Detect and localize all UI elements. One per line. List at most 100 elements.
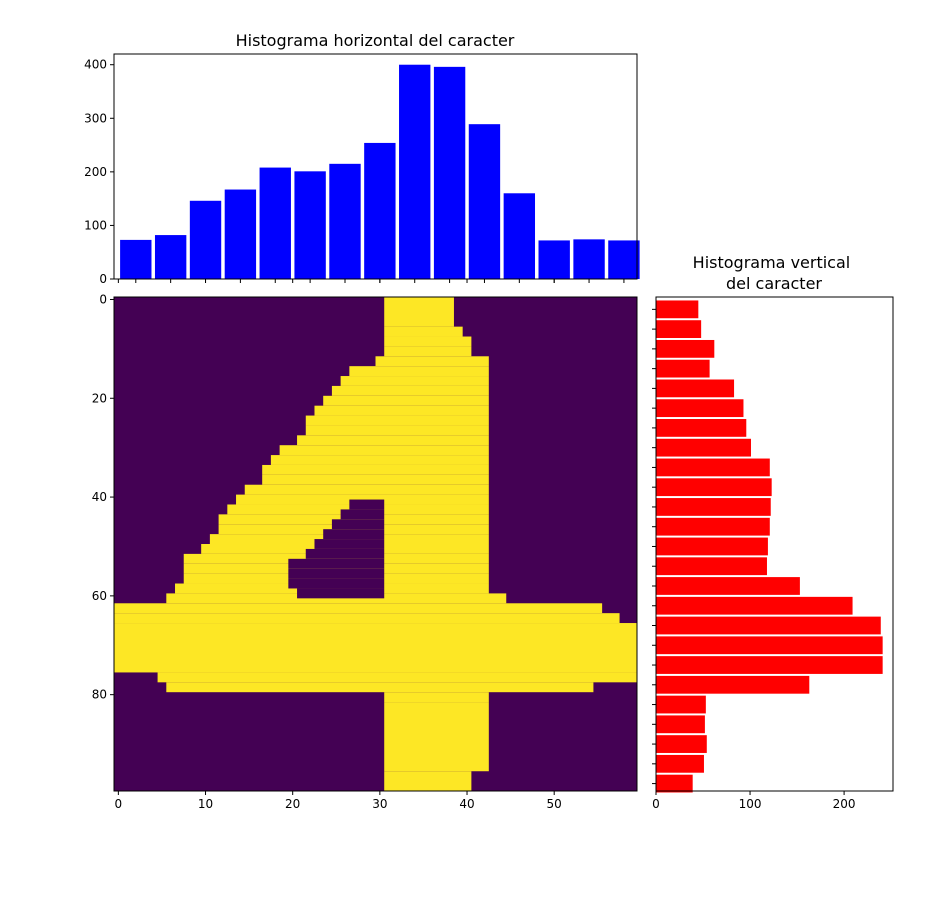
vertical-histogram-bar [656, 675, 810, 694]
character-counter [314, 539, 385, 549]
character-image [114, 297, 638, 791]
vertical-histogram-bar [656, 359, 710, 378]
character-stroke [384, 297, 454, 327]
character-counter [349, 499, 385, 510]
horizontal-histogram-axes: 0 100 200 300 400 [84, 53, 638, 286]
character-image-frame [113, 296, 638, 792]
character-counter [331, 519, 385, 530]
character-stroke [384, 771, 472, 791]
horizontal-histogram-bar [433, 66, 466, 279]
vertical-histogram-bar [656, 656, 883, 674]
character-stroke [157, 672, 638, 683]
character-image-axes: 0 10 20 30 40 50 0 20 40 60 80 [92, 292, 638, 811]
vertical-histogram-bar [656, 715, 705, 734]
vertical-histogram-bar [656, 478, 772, 497]
horizontal-histogram-bar [503, 193, 536, 279]
vertical-histogram-bar [656, 735, 707, 753]
character-stroke [305, 415, 489, 426]
character-image-xtick-label: 30 [372, 797, 387, 811]
vertical-histogram-bar [656, 596, 853, 615]
character-image-ytick-label: 20 [92, 391, 107, 405]
horizontal-histogram-bar [294, 171, 326, 279]
character-image-ytick-label: 60 [92, 589, 107, 603]
vertical-histogram: Histograma vertical del caracter 0 100 200 [652, 253, 894, 811]
character-image-xtick-label: 40 [459, 797, 474, 811]
horizontal-histogram-frame [113, 53, 638, 280]
character-stroke [384, 326, 463, 337]
vertical-histogram-bar [656, 636, 883, 655]
character-image-ytick-label: 80 [92, 688, 107, 702]
character-counter [288, 578, 385, 589]
vertical-histogram-title: Histograma vertical del caracter [693, 253, 856, 293]
vertical-histogram-bar [656, 458, 770, 477]
character-stroke [349, 366, 489, 377]
character-stroke [331, 385, 489, 396]
vertical-histogram-bars [656, 300, 883, 793]
horizontal-histogram: Histograma horizontal del caracter 0 100 2… [84, 31, 640, 286]
horizontal-histogram-bar [154, 235, 187, 279]
vertical-histogram-bar [656, 320, 702, 339]
character-image-xtick-label: 0 [115, 797, 123, 811]
horizontal-histogram-bar [189, 200, 222, 279]
horizontal-histogram-bar [399, 64, 431, 279]
character-stroke [297, 435, 489, 446]
vertical-histogram-bar [656, 557, 767, 576]
vertical-histogram-bar [656, 537, 768, 556]
horizontal-histogram-bar [120, 239, 152, 279]
character-stroke [384, 336, 472, 347]
character-stroke [305, 425, 489, 436]
character-counter [305, 548, 385, 559]
vertical-histogram-bar [656, 577, 800, 595]
character-stroke [114, 603, 603, 614]
character-counter [340, 509, 385, 520]
vertical-histogram-bar [656, 379, 735, 398]
character-stroke [244, 484, 489, 495]
vertical-histogram-frame [655, 296, 894, 792]
character-stroke [384, 346, 472, 357]
horizontal-histogram-bar [259, 167, 291, 279]
vertical-histogram-bar [656, 300, 699, 319]
character-stroke [314, 405, 489, 416]
character-counter [288, 568, 385, 579]
vertical-histogram-bar [656, 419, 747, 437]
character-counter [288, 558, 385, 569]
character-image-panel: 0 10 20 30 40 50 0 20 40 60 80 [92, 292, 638, 811]
horizontal-histogram-bar [573, 239, 605, 279]
horizontal-histogram-ytick-label: 100 [84, 218, 107, 232]
character-stroke [279, 445, 489, 456]
horizontal-histogram-bar [364, 142, 396, 279]
vertical-histogram-axes: 0 100 200 [652, 296, 894, 811]
character-stroke [384, 692, 489, 703]
vertical-histogram-bar [656, 498, 771, 516]
character-image-xtick-label: 20 [285, 797, 300, 811]
character-image-ytick-label: 40 [92, 490, 107, 504]
vertical-histogram-bar [656, 774, 693, 793]
character-stroke [262, 464, 489, 475]
character-counter [323, 529, 385, 540]
horizontal-histogram-bars [120, 64, 640, 279]
character-image-xtick-label: 50 [547, 797, 562, 811]
character-image-ytick-label: 0 [99, 292, 107, 306]
vertical-histogram-bar [656, 754, 704, 773]
horizontal-histogram-ytick-label: 400 [84, 58, 107, 72]
horizontal-histogram-bar [329, 163, 361, 279]
character-image-xtick-label: 10 [198, 797, 213, 811]
character-stroke [270, 455, 489, 465]
character-stroke [114, 623, 637, 673]
character-stroke [384, 702, 489, 772]
horizontal-histogram-bar [468, 124, 501, 279]
vertical-histogram-bar [656, 399, 744, 418]
vertical-histogram-bar [656, 339, 715, 358]
horizontal-histogram-ytick-label: 300 [84, 111, 107, 125]
vertical-histogram-xtick-label: 100 [739, 797, 762, 811]
horizontal-histogram-ytick-label: 0 [99, 272, 107, 286]
character-stroke [262, 474, 489, 485]
horizontal-histogram-bar [608, 240, 640, 279]
vertical-histogram-xtick-label: 0 [652, 797, 660, 811]
vertical-histogram-bar [656, 438, 751, 457]
horizontal-histogram-bar [538, 240, 570, 279]
vertical-histogram-title-line-2: del caracter [726, 274, 822, 293]
horizontal-histogram-title: Histograma horizontal del caracter [236, 31, 515, 50]
vertical-histogram-bar [656, 517, 770, 536]
